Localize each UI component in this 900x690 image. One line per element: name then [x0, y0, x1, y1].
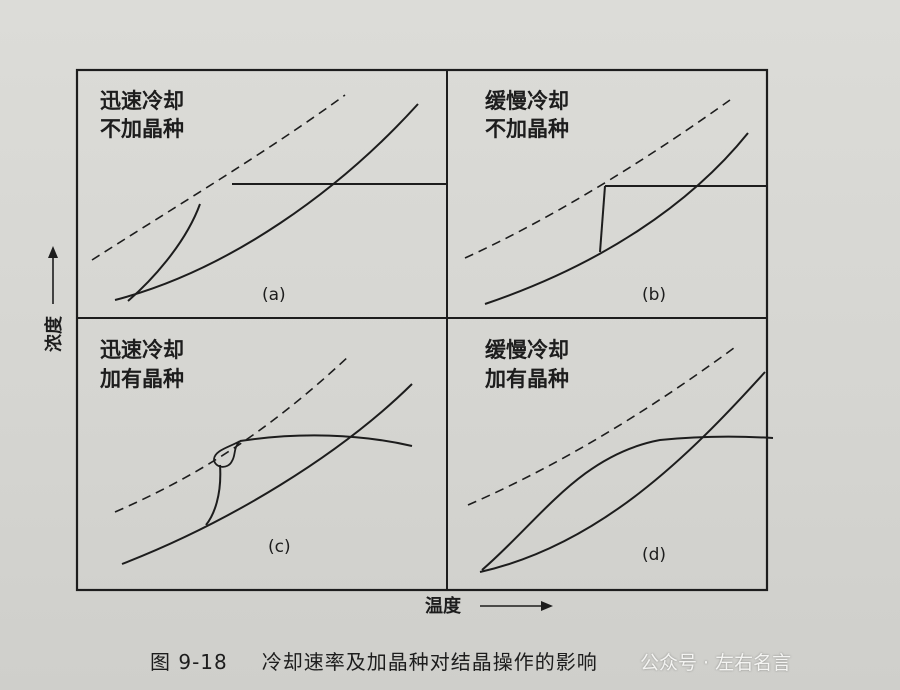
panel-d-crystallization-curve [481, 435, 774, 571]
x-axis: 温度 [425, 595, 553, 617]
x-axis-label: 温度 [425, 595, 462, 617]
panel-c-line2: 加有晶种 [99, 367, 184, 391]
x-axis-arrowhead-icon [541, 601, 553, 611]
panel-d: 缓慢冷却 加有晶种 (d) [467, 338, 774, 573]
panel-a-line2: 不加晶种 [100, 117, 184, 141]
panel-c: 迅速冷却 加有晶种 (c) [99, 338, 413, 565]
y-axis-label: 浓度 [43, 315, 65, 352]
panel-d-supersolubility-curve [467, 344, 739, 506]
panel-a-supersolubility-curve [91, 94, 346, 261]
panel-b-tag: (b) [642, 285, 666, 305]
figure-caption: 图 9-18 冷却速率及加晶种对结晶操作的影响 [150, 646, 598, 675]
panel-c-supersolubility-curve [114, 354, 351, 513]
panel-b-crystallization-path [599, 185, 606, 253]
panel-c-solubility-curve [121, 383, 413, 565]
panel-a-crystallization-path [127, 203, 201, 302]
panel-a: 迅速冷却 不加晶种 (a) [91, 89, 447, 305]
panel-c-cooling-curve [239, 434, 413, 447]
panel-c-crystallization-path [205, 464, 222, 526]
panel-a-solubility-curve [114, 103, 419, 301]
panel-b-line1: 缓慢冷却 [485, 89, 569, 113]
panel-b-solubility-curve [484, 132, 749, 305]
panel-a-line1: 迅速冷却 [100, 89, 184, 113]
panel-b-line2: 不加晶种 [485, 117, 569, 141]
panel-b-supersolubility-curve [464, 99, 731, 259]
caption-number: 图 9-18 [150, 650, 228, 674]
caption-title: 冷却速率及加晶种对结晶操作的影响 [261, 650, 598, 674]
y-axis-arrowhead-icon [48, 246, 58, 258]
panel-a-tag: (a) [262, 285, 286, 305]
panel-d-line2: 加有晶种 [484, 367, 569, 391]
figure-frame [75, 68, 769, 592]
panel-d-solubility-curve [479, 371, 766, 573]
watermark-text: 公众号 · 左右名言 [640, 652, 792, 674]
panel-b: 缓慢冷却 不加晶种 (b) [464, 89, 767, 305]
panel-c-tag: (c) [268, 537, 291, 557]
panel-d-tag: (d) [642, 545, 666, 565]
panel-c-nucleation-loop [213, 440, 241, 468]
y-axis: 浓度 [43, 246, 65, 352]
panel-d-line1: 缓慢冷却 [485, 338, 569, 362]
panel-c-line1: 迅速冷却 [100, 338, 184, 362]
